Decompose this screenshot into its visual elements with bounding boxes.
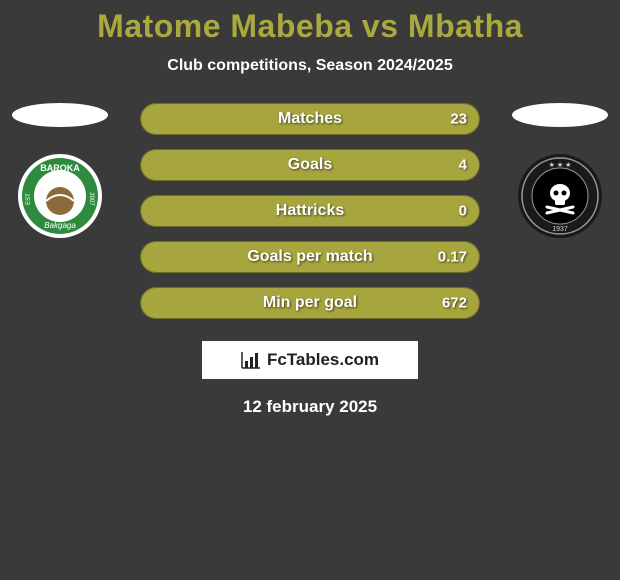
stat-value-right: 4 bbox=[459, 157, 467, 174]
svg-text:★ ★ ★: ★ ★ ★ bbox=[549, 161, 572, 169]
stat-bar: Min per goal 672 bbox=[140, 287, 480, 319]
stat-label: Matches bbox=[278, 110, 342, 128]
svg-text:Bakgaga: Bakgaga bbox=[44, 221, 76, 230]
team-badge-right: 1937 ★ ★ ★ bbox=[517, 153, 603, 239]
player-photo-right bbox=[512, 103, 608, 127]
comparison-card: Matome Mabeba vs Mbatha Club competition… bbox=[0, 0, 620, 417]
left-player-col: BAROKA Bakgaga EST 2007 bbox=[10, 103, 110, 239]
stat-bar-right-fill bbox=[310, 150, 479, 180]
date-line: 12 february 2025 bbox=[0, 397, 620, 417]
stats-column: Matches 23 Goals 4 Hattricks 0 Goals per match… bbox=[140, 103, 480, 319]
main-row: BAROKA Bakgaga EST 2007 Matches 23 Goals 4 H… bbox=[0, 103, 620, 319]
svg-text:1937: 1937 bbox=[552, 226, 568, 233]
stat-value-right: 672 bbox=[442, 295, 467, 312]
stat-bar: Goals per match 0.17 bbox=[140, 241, 480, 273]
svg-text:EST: EST bbox=[26, 193, 32, 205]
stat-bar: Matches 23 bbox=[140, 103, 480, 135]
brand-attribution[interactable]: FcTables.com bbox=[202, 341, 418, 379]
stat-bar-left-fill bbox=[141, 150, 310, 180]
bar-chart-icon bbox=[241, 351, 261, 369]
stat-bar: Goals 4 bbox=[140, 149, 480, 181]
right-player-col: 1937 ★ ★ ★ bbox=[510, 103, 610, 239]
stat-label: Goals per match bbox=[247, 248, 372, 266]
baroka-badge-icon: BAROKA Bakgaga EST 2007 bbox=[17, 153, 103, 239]
stat-value-right: 23 bbox=[450, 111, 467, 128]
stat-label: Min per goal bbox=[263, 294, 357, 312]
subtitle: Club competitions, Season 2024/2025 bbox=[0, 57, 620, 75]
stat-value-right: 0 bbox=[459, 203, 467, 220]
player-photo-left bbox=[12, 103, 108, 127]
brand-text: FcTables.com bbox=[267, 350, 379, 370]
svg-text:BAROKA: BAROKA bbox=[40, 163, 80, 173]
stat-value-right: 0.17 bbox=[438, 249, 467, 266]
svg-text:2007: 2007 bbox=[88, 192, 94, 206]
orlando-pirates-badge-icon: 1937 ★ ★ ★ bbox=[517, 153, 603, 239]
page-title: Matome Mabeba vs Mbatha bbox=[0, 8, 620, 45]
stat-label: Hattricks bbox=[276, 202, 344, 220]
stat-bar: Hattricks 0 bbox=[140, 195, 480, 227]
team-badge-left: BAROKA Bakgaga EST 2007 bbox=[17, 153, 103, 239]
stat-label: Goals bbox=[288, 156, 332, 174]
